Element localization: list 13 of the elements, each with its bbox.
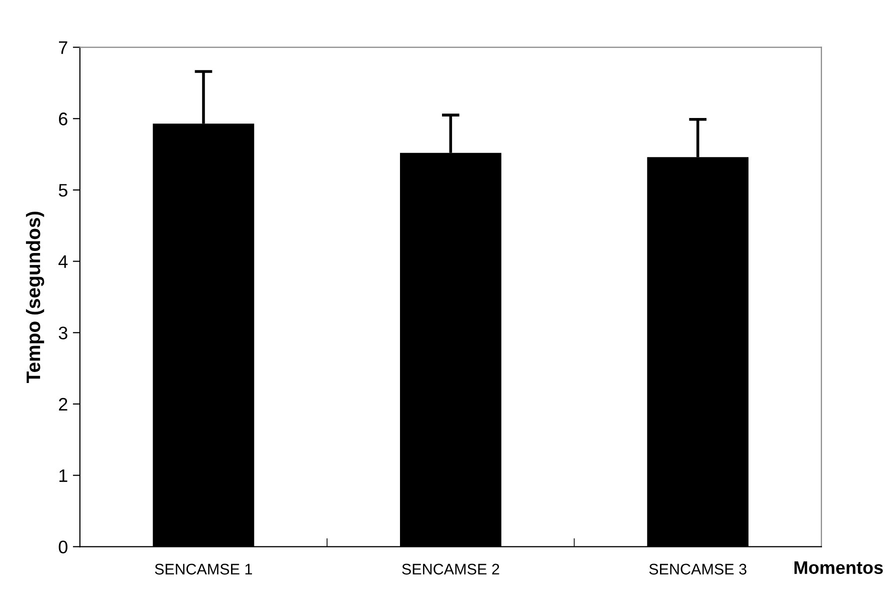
y-tick-label: 2 <box>58 398 68 411</box>
y-tick-label: 7 <box>59 41 68 54</box>
y-axis-title: Tempo (segundos) <box>26 212 44 383</box>
y-tick-label: 4 <box>58 255 68 268</box>
x-axis-title: Momentos <box>794 561 883 574</box>
x-tick-label: SENCAMSE 3 <box>649 564 746 575</box>
y-tick-label: 3 <box>58 326 68 340</box>
x-tick-label: SENCAMSE 2 <box>402 564 500 575</box>
x-tick-label: SENCAMSE 1 <box>154 564 252 575</box>
y-tick-label: 5 <box>58 184 68 197</box>
y-tick-label: 6 <box>58 112 68 126</box>
y-tick-label: 0 <box>58 540 68 554</box>
y-tick-label: 1 <box>59 469 68 482</box>
